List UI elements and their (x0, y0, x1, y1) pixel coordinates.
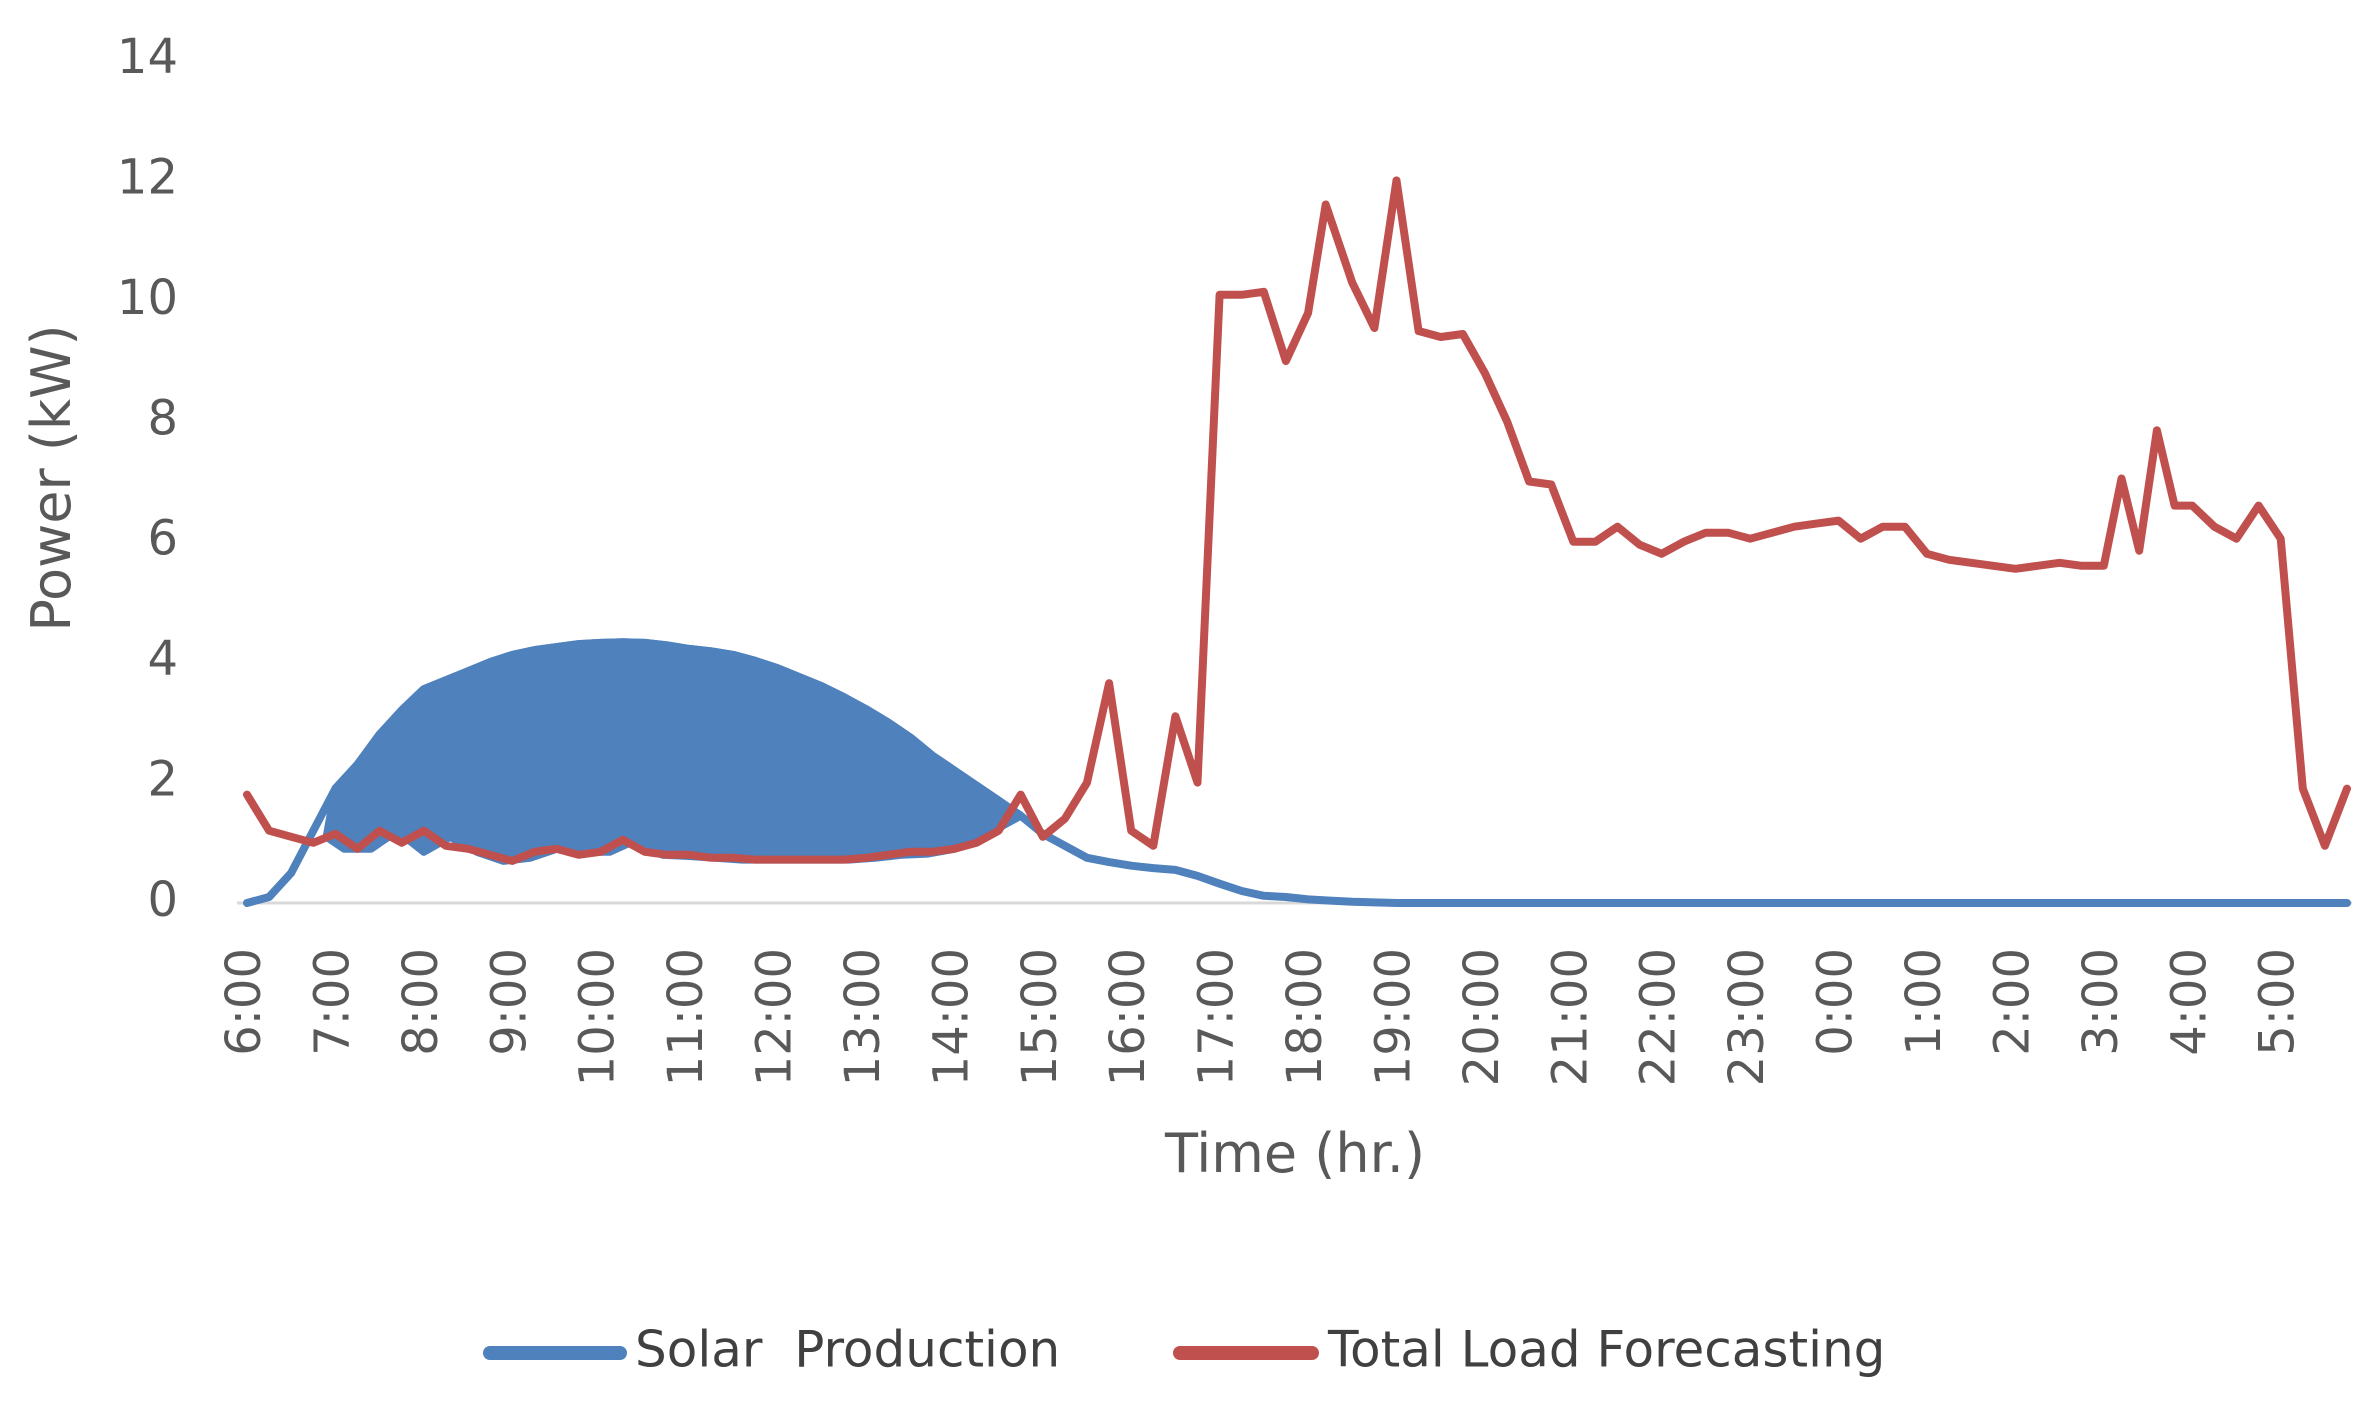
x-tick-label: 22:00 (1631, 948, 1687, 1086)
x-tick-label: 21:00 (1542, 948, 1598, 1086)
series-line-solar-production (243, 638, 2351, 907)
x-tick-label: 2:00 (1984, 948, 2040, 1056)
x-tick-label: 16:00 (1100, 948, 1156, 1086)
x-tick-label: 4:00 (2161, 948, 2217, 1056)
legend-label-load: Total Load Forecasting (1327, 1321, 1885, 1379)
x-tick-label: 9:00 (481, 948, 537, 1056)
solar-fill-area (322, 638, 1025, 865)
y-tick-label: 2 (147, 752, 178, 808)
x-tick-label: 0:00 (1808, 948, 1864, 1056)
x-tick-label: 20:00 (1454, 948, 1510, 1086)
x-tick-label: 23:00 (1719, 948, 1775, 1086)
x-tick-label: 3:00 (2073, 948, 2129, 1056)
y-tick-label: 8 (147, 390, 178, 446)
legend-label-solar: Solar Production (635, 1321, 1060, 1379)
y-tick-label: 10 (117, 270, 178, 326)
series-line-total-load (243, 176, 2351, 865)
x-axis-ticks: 6:00 7:00 8:00 9:00 10:00 11:00 12:00 13:00 14:0… (216, 948, 2306, 1086)
x-tick-label: 17:00 (1189, 948, 1245, 1086)
x-tick-label: 7:00 (304, 948, 360, 1056)
y-tick-label: 14 (117, 29, 178, 85)
x-tick-label: 15:00 (1012, 948, 1068, 1086)
x-tick-label: 19:00 (1365, 948, 1421, 1086)
x-tick-label: 11:00 (658, 948, 714, 1086)
x-tick-label: 1:00 (1896, 948, 1952, 1056)
x-tick-label: 6:00 (216, 948, 272, 1056)
x-tick-label: 14:00 (923, 948, 979, 1086)
plot-lines (243, 176, 2351, 907)
y-tick-label: 4 (147, 631, 178, 687)
y-axis-title: Power (kW) (20, 324, 83, 631)
x-tick-label: 10:00 (570, 948, 626, 1086)
y-tick-label: 12 (117, 149, 178, 205)
legend: Solar Production Total Load Forecasting (483, 1321, 1885, 1379)
x-tick-label: 8:00 (393, 948, 449, 1056)
x-tick-label: 12:00 (747, 948, 803, 1086)
y-tick-label: 6 (147, 511, 178, 567)
y-axis-ticks: 0 2 4 6 8 10 12 14 (117, 29, 178, 928)
y-tick-label: 0 (147, 872, 178, 928)
x-tick-label: 13:00 (835, 948, 891, 1086)
x-tick-label: 18:00 (1277, 948, 1333, 1086)
x-axis-title: Time (hr.) (1164, 1122, 1425, 1185)
x-tick-label: 5:00 (2250, 948, 2306, 1056)
plot-fills (322, 638, 1025, 865)
